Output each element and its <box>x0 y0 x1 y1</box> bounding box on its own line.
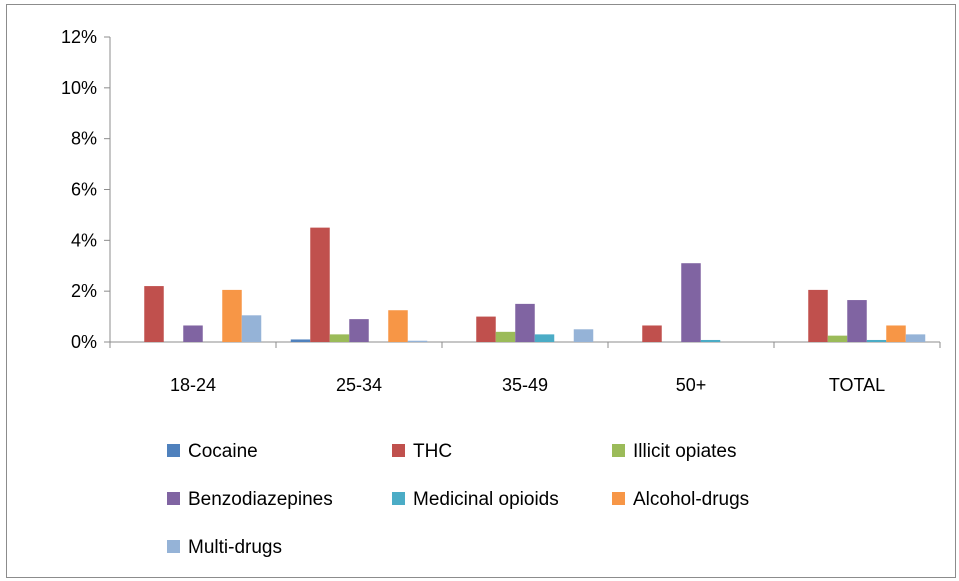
bar <box>847 300 867 342</box>
y-tick-label: 8% <box>71 129 97 149</box>
bar <box>573 329 594 342</box>
bar <box>515 303 535 342</box>
bar <box>349 319 369 342</box>
bar <box>905 334 926 342</box>
y-tick-label: 4% <box>71 230 97 250</box>
bar <box>886 325 906 342</box>
legend-label: Illicit opiates <box>633 441 737 462</box>
legend-swatch <box>167 540 180 553</box>
legend-label: THC <box>413 441 452 462</box>
legend-swatch <box>167 444 180 457</box>
y-tick-label: 12% <box>61 27 97 47</box>
y-tick-label: 10% <box>61 78 97 98</box>
x-tick-label: 50+ <box>676 375 707 395</box>
legend-label: Multi-drugs <box>188 537 282 558</box>
bar <box>241 315 262 342</box>
legend-label: Benzodiazepines <box>188 489 333 510</box>
bar <box>290 339 311 342</box>
bar <box>329 334 350 342</box>
bar <box>476 316 496 342</box>
y-tick-label: 0% <box>71 332 97 352</box>
bar <box>534 334 555 342</box>
bar <box>222 289 242 342</box>
bar <box>495 331 516 342</box>
bar <box>808 289 828 342</box>
x-tick-label: 25-34 <box>336 375 382 395</box>
bar <box>642 325 662 342</box>
legend: Cocaine THC Illicit opiates Benzodiazepines… <box>167 441 749 558</box>
x-tick-label: TOTAL <box>829 375 885 395</box>
axes: 0% 2% 4% 6% 8% 10% 12% 18-24 25-34 35-49 50+ TOTAL <box>61 27 941 395</box>
bar <box>310 227 330 342</box>
x-tick-label: 18-24 <box>170 375 216 395</box>
chart: 0%2%4%6%8%10%12%18-24 25-34 35-49 50+ TOTAL … <box>61 27 941 558</box>
bar <box>183 325 203 342</box>
legend-swatch <box>612 444 625 457</box>
bar <box>681 263 701 342</box>
bar <box>407 340 428 342</box>
y-tick-label: 2% <box>71 281 97 301</box>
x-tick-label: 35-49 <box>502 375 548 395</box>
bar <box>827 335 848 342</box>
bar <box>144 286 164 342</box>
legend-label: Medicinal opioids <box>413 489 559 510</box>
chart-frame: 0% 2% 4% 6% 8% 10% 12% 18-24 25-34 35-49 50+ TOTAL … <box>6 4 956 578</box>
legend-label: Alcohol-drugs <box>633 489 749 510</box>
bar <box>866 339 887 342</box>
legend-swatch <box>167 492 180 505</box>
legend-swatch <box>392 444 405 457</box>
bars <box>144 227 926 342</box>
legend-swatch <box>612 492 625 505</box>
legend-swatch <box>392 492 405 505</box>
legend-label: Cocaine <box>188 441 258 462</box>
y-tick-label: 6% <box>71 180 97 200</box>
bar <box>700 339 721 342</box>
bar <box>388 310 408 342</box>
